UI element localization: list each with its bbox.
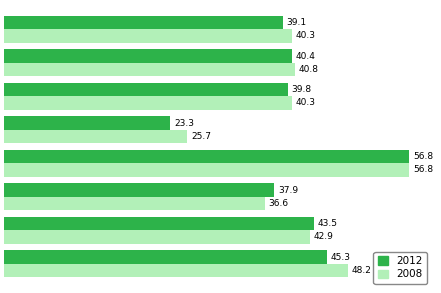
- Text: 39.1: 39.1: [287, 18, 307, 27]
- Bar: [4, 63, 295, 76]
- Bar: [4, 96, 292, 110]
- Bar: [4, 183, 274, 197]
- Text: 42.9: 42.9: [314, 232, 333, 241]
- Text: 40.4: 40.4: [296, 52, 316, 61]
- Bar: [4, 217, 314, 230]
- Text: 23.3: 23.3: [174, 119, 194, 127]
- Bar: [4, 264, 348, 277]
- Bar: [4, 197, 265, 210]
- Legend: 2012, 2008: 2012, 2008: [374, 252, 427, 284]
- Text: 45.3: 45.3: [331, 253, 351, 262]
- Text: 40.3: 40.3: [295, 31, 315, 40]
- Bar: [4, 29, 292, 43]
- Text: 40.8: 40.8: [299, 65, 319, 74]
- Bar: [4, 16, 283, 29]
- Text: 25.7: 25.7: [191, 132, 211, 141]
- Text: 37.9: 37.9: [278, 185, 298, 195]
- Bar: [4, 150, 409, 163]
- Text: 56.8: 56.8: [413, 166, 433, 174]
- Bar: [4, 83, 288, 96]
- Bar: [4, 163, 409, 177]
- Bar: [4, 50, 292, 63]
- Text: 36.6: 36.6: [269, 199, 289, 208]
- Text: 43.5: 43.5: [318, 219, 338, 228]
- Text: 48.2: 48.2: [351, 266, 371, 275]
- Text: 40.3: 40.3: [295, 98, 315, 108]
- Text: 39.8: 39.8: [292, 85, 312, 94]
- Bar: [4, 116, 170, 130]
- Bar: [4, 250, 327, 264]
- Bar: [4, 230, 310, 243]
- Bar: [4, 130, 187, 143]
- Text: 56.8: 56.8: [413, 152, 433, 161]
